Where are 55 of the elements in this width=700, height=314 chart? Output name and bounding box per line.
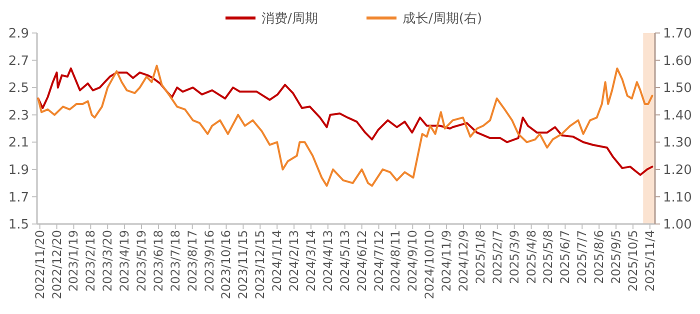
y2-tick-label: 1.30: [663, 136, 692, 151]
y-tick-label: 2.7: [8, 54, 29, 69]
x-tick-label: 2024/8/11: [388, 230, 403, 292]
x-tick-label: 2023/9/16: [202, 230, 216, 292]
x-tick-label: 2024/4/13: [320, 230, 335, 292]
x-tick-label: 2023/6/18: [151, 230, 166, 292]
x-tick-label: 2025/9/5: [609, 230, 624, 284]
y-tick-label: 1.7: [8, 190, 29, 206]
x-tick-label: 2024/2/13: [287, 230, 302, 292]
x-tick-label: 2024/1/14: [270, 230, 284, 292]
x-tick-label: 2023/11/15: [236, 230, 250, 300]
x-tick-label: 2025/11/4: [642, 230, 657, 292]
x-tick-label: 2025/5/8: [541, 230, 556, 284]
x-tick-label: 2023/12/15: [253, 230, 268, 300]
y2-tick-label: 1.10: [663, 190, 692, 206]
y2-tick-label: 1.00: [663, 218, 692, 233]
y-tick-label: 2.3: [8, 108, 29, 124]
y-tick-label: 1.5: [8, 218, 29, 233]
x-tick-label: 2025/8/6: [592, 230, 606, 284]
x-tick-label: 2024/12/9: [456, 230, 470, 292]
x-tick-label: 2024/6/12: [354, 230, 369, 292]
x-tick-label: 2024/5/13: [338, 230, 352, 292]
y2-tick-label: 1.50: [663, 81, 692, 96]
y-tick-label: 2.1: [8, 136, 29, 151]
x-tick-label: 2025/7/7: [575, 230, 590, 284]
x-tick-label: 2023/7/18: [168, 230, 182, 292]
legend-label: 消费/周期: [262, 12, 318, 27]
x-tick-label: 2024/9/10: [406, 230, 420, 292]
y-tick-label: 2.5: [8, 81, 29, 96]
x-tick-label: 2025/4/8: [524, 230, 538, 284]
x-tick-label: 2023/3/20: [100, 230, 115, 292]
y2-tick-label: 1.60: [663, 54, 692, 69]
x-tick-label: 2023/1/19: [66, 230, 81, 292]
y2-tick-label: 1.70: [663, 26, 692, 42]
y-tick-label: 2.9: [8, 26, 29, 42]
x-tick-label: 2024/10/10: [422, 230, 437, 300]
x-tick-label: 2025/3/9: [507, 230, 522, 284]
x-tick-label: 2025/10/5: [626, 230, 640, 292]
y2-tick-label: 1.40: [663, 108, 692, 124]
x-tick-label: 2025/6/7: [558, 230, 572, 284]
y-tick-label: 1.9: [8, 162, 29, 178]
x-tick-label: 2023/5/19: [134, 230, 149, 292]
legend-label: 成长/周期(右): [402, 12, 482, 27]
x-tick-label: 2023/8/17: [185, 230, 200, 292]
x-tick-label: 2023/4/19: [118, 230, 132, 292]
x-tick-label: 2025/2/7: [490, 230, 504, 284]
x-tick-label: 2024/11/9: [440, 230, 454, 292]
x-tick-label: 2024/3/14: [304, 230, 318, 292]
x-tick-label: 2024/7/12: [372, 230, 386, 292]
x-tick-label: 2023/2/18: [84, 230, 98, 292]
x-tick-label: 2022/11/20: [32, 230, 47, 300]
x-tick-label: 2025/1/8: [473, 230, 488, 284]
x-tick-label: 2022/12/20: [50, 230, 64, 300]
x-tick-label: 2023/10/16: [219, 230, 234, 300]
y2-tick-label: 1.20: [663, 162, 692, 178]
